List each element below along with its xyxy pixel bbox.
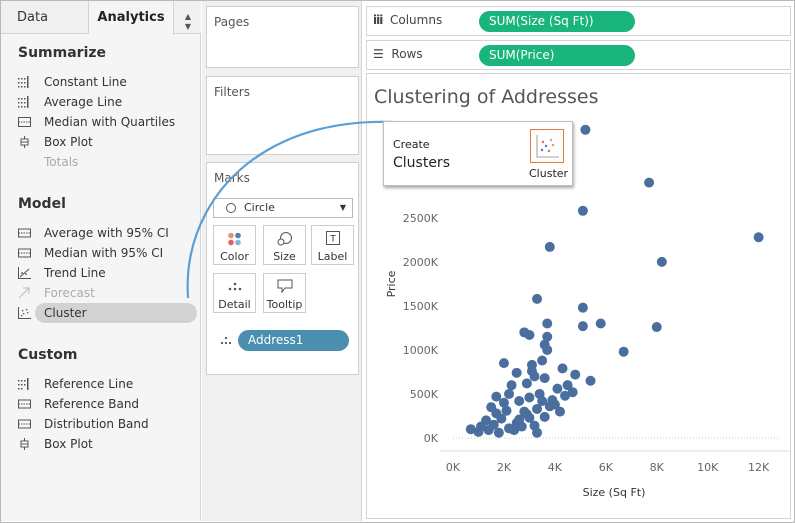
rows-shelf[interactable]: ☰ Rows SUM(Price) [366,40,791,70]
color-icon [228,232,241,246]
pages-card-title: Pages [214,15,250,29]
marks-card-title: Marks [214,171,250,185]
section-title-custom: Custom [18,347,78,363]
tab-scroll-arrows-icon[interactable]: ▲ ▼ [184,12,192,31]
analytics-item-label: Average with 95% CI [44,226,169,240]
analytics-item-totals: Totals [18,152,198,172]
trend-line-icon [18,267,31,279]
marks-button-label: Detail [218,298,251,311]
svg-text:T: T [329,235,336,245]
detail-icon [228,282,242,291]
tab-analytics[interactable]: Analytics [89,1,174,35]
analytics-item-label: Box Plot [44,135,93,149]
forecast-icon [18,287,30,299]
analytics-item-label: Reference Band [44,397,140,411]
filters-card-title: Filters [214,85,250,99]
analytics-pane: Data Analytics ▲ ▼ Summarize Constant Lin… [1,1,201,521]
create-clusters-tooltip: Create Clusters Cluster [383,121,573,186]
rows-shelf-label: ☰ Rows [373,47,423,61]
marks-button-label: Label [317,250,348,263]
analytics-item-reference-band[interactable]: Reference Band [18,394,198,414]
average-line-icon [18,96,29,108]
analytics-item-box-plot[interactable]: Box Plot [18,132,198,152]
reference-band-icon [18,399,31,409]
marks-label-button[interactable]: T Label [311,225,354,265]
analytics-item-median-quartiles[interactable]: Median with Quartiles [18,112,198,132]
marks-tooltip-button[interactable]: Tooltip [263,273,306,313]
columns-shelf[interactable]: iii Columns SUM(Size (Sq Ft)) [366,6,791,36]
analytics-item-reference-line[interactable]: Reference Line [18,374,198,394]
label-icon: T [326,231,340,245]
analytics-item-label: Cluster [44,306,87,320]
selection-highlight [35,303,197,323]
analytics-item-distribution-band[interactable]: Distribution Band [18,414,198,434]
rows-label-text: Rows [391,47,423,61]
pane-tabs: Data Analytics ▲ ▼ [1,1,201,35]
analytics-item-forecast: Forecast [18,283,198,303]
analytics-item-custom-box-plot[interactable]: Box Plot [18,434,198,454]
analytics-item-label: Box Plot [44,437,93,451]
analytics-item-label: Average Line [44,95,123,109]
address-field-pill[interactable]: Address1 [238,330,349,351]
section-title-model: Model [18,196,66,212]
analytics-item-average-ci[interactable]: Average with 95% CI [18,223,198,243]
marks-size-button[interactable]: Size [263,225,306,265]
tooltip-line2: Clusters [393,155,450,171]
average-ci-icon [18,228,31,238]
analytics-item-label: Reference Line [44,377,134,391]
box-plot-icon [20,136,29,148]
analytics-item-cluster[interactable]: Cluster [18,303,198,323]
analytics-item-trend-line[interactable]: Trend Line [18,263,198,283]
analytics-item-label: Trend Line [44,266,106,280]
mark-type-dropdown[interactable]: Circle ▼ [213,198,353,218]
cluster-drop-icon [530,129,564,163]
analytics-item-median-ci[interactable]: Median with 95% CI [18,243,198,263]
tooltip-line1: Create [393,138,430,151]
columns-pill[interactable]: SUM(Size (Sq Ft)) [479,11,635,32]
mark-type-value: Circle [244,201,275,214]
circle-icon [226,203,236,213]
distribution-band-icon [18,419,31,429]
rows-icon: ☰ [373,47,384,61]
pages-card[interactable]: Pages [206,6,359,68]
box-plot-icon [20,438,29,450]
dropdown-chevron-icon: ▼ [339,203,346,212]
columns-label-text: Columns [389,13,443,27]
reference-line-icon [18,378,29,390]
analytics-item-average-line[interactable]: Average Line [18,92,198,112]
analytics-item-label: Constant Line [44,75,127,89]
marks-button-label: Size [273,250,296,263]
filters-card[interactable]: Filters [206,76,359,155]
viz-title: Clustering of Addresses [374,86,599,108]
size-icon [277,232,292,246]
columns-shelf-label: iii Columns [373,13,442,27]
detail-small-icon [220,336,232,345]
analytics-item-label: Median with 95% CI [44,246,164,260]
cluster-icon [18,307,31,319]
rows-pill[interactable]: SUM(Price) [479,45,635,66]
analytics-item-label: Distribution Band [44,417,149,431]
marks-detail-button[interactable]: Detail [213,273,256,313]
marks-color-button[interactable]: Color [213,225,256,265]
constant-line-icon [18,76,29,88]
analytics-item-constant-line[interactable]: Constant Line [18,72,198,92]
tooltip-icon-label: Cluster [529,167,569,180]
analytics-item-label: Median with Quartiles [44,115,176,129]
tooltip-icon [277,279,293,293]
analytics-item-label: Totals [44,155,79,169]
median-quartiles-icon [18,117,31,127]
tab-data[interactable]: Data [1,1,89,34]
marks-button-label: Tooltip [266,298,303,311]
section-title-summarize: Summarize [18,45,107,61]
median-ci-icon [18,248,31,258]
analytics-item-label: Forecast [44,286,95,300]
marks-card: Marks Circle ▼ Color Size T Label Detail… [206,162,359,375]
columns-icon: iii [373,13,383,27]
marks-button-label: Color [220,250,249,263]
